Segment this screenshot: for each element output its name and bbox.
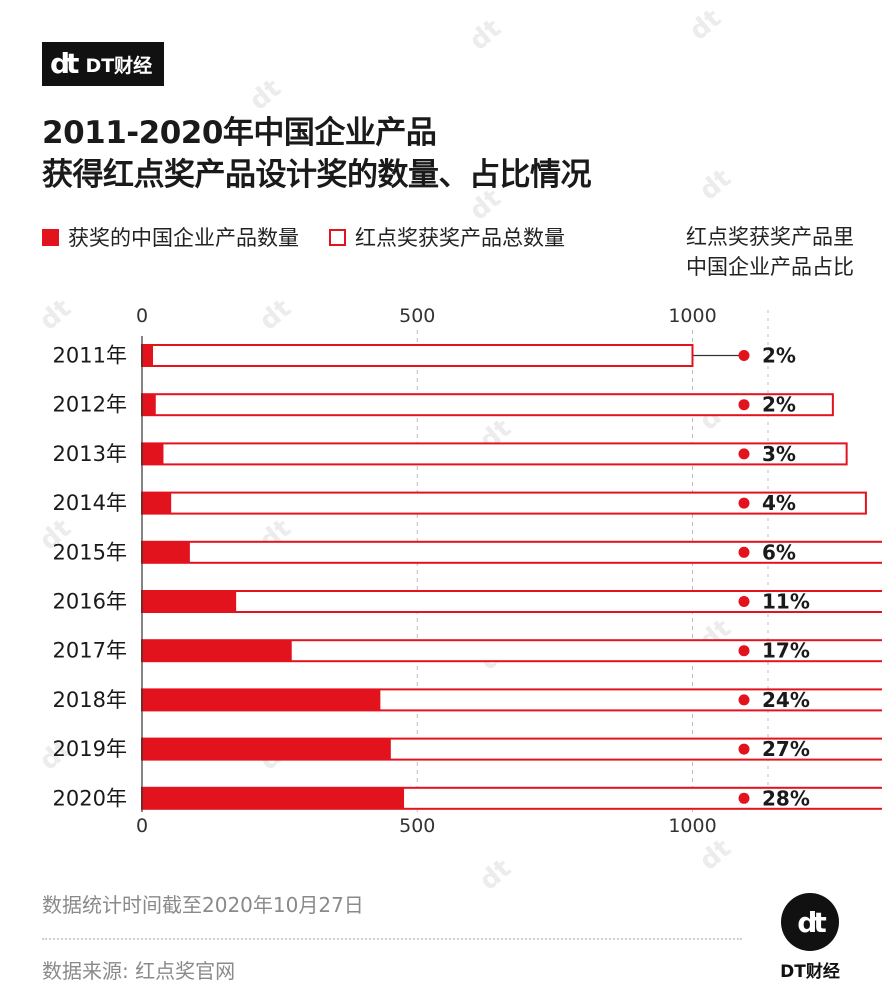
bar-chinese [142, 591, 237, 612]
share-dot [738, 546, 750, 558]
legend-total-label: 红点奖获奖产品总数量 [355, 226, 565, 250]
share-label: 6% [762, 540, 796, 564]
x-tick-label-bottom: 1000 [668, 815, 716, 837]
share-dot [738, 350, 750, 361]
bar-chinese [142, 640, 292, 662]
chart-title-line1: 2011-2020年中国企业产品 [42, 115, 437, 151]
chart-title-line2: 获得红点奖产品设计奖的数量、占比情况 [42, 157, 592, 193]
dt-circle-logo-icon: dt [781, 893, 839, 951]
category-label: 2015年 [53, 540, 127, 564]
bar-chinese [142, 394, 156, 416]
share-dot [738, 792, 750, 804]
bar-chart: 005005001000100015001500200020002011年2%2… [53, 305, 882, 837]
share-label: 3% [762, 442, 796, 466]
share-label: 2% [762, 393, 796, 417]
share-column-header: 红点奖获奖产品里 中国企业产品占比 [686, 222, 854, 282]
share-dot [738, 743, 750, 755]
share-label: 28% [762, 786, 810, 810]
category-label: 2017年 [53, 639, 127, 663]
legend-chinese-label: 获奖的中国企业产品数量 [68, 226, 299, 250]
bar-chinese [142, 443, 164, 465]
category-label: 2011年 [53, 344, 127, 368]
divider [42, 938, 742, 940]
dt-logo-icon: dt [50, 47, 80, 80]
share-dot [738, 448, 750, 460]
category-label: 2020年 [53, 786, 127, 810]
share-header-line1: 红点奖获奖产品里 [686, 225, 854, 249]
category-label: 2012年 [53, 393, 127, 417]
share-dot [738, 596, 750, 607]
bar-chinese [142, 689, 381, 711]
source-note: 数据来源: 红点奖官网 [42, 959, 236, 983]
share-label: 27% [762, 737, 810, 761]
chart-title: 2011-2020年中国企业产品 获得红点奖产品设计奖的数量、占比情况 [42, 112, 592, 196]
bar-total [141, 344, 694, 367]
share-dot [738, 645, 750, 657]
share-label: 24% [762, 688, 810, 712]
x-tick-label-bottom: 0 [136, 815, 148, 837]
x-tick-label-top: 1000 [668, 305, 716, 327]
brand-corner: dt DT财经 [775, 893, 845, 982]
category-label: 2019年 [53, 737, 127, 761]
brand-name: DT财经 [85, 54, 153, 77]
share-label: 2% [762, 344, 796, 368]
bar-chinese [142, 541, 190, 563]
brand-tag: dt DT财经 [42, 42, 165, 86]
share-label: 4% [762, 491, 796, 515]
category-label: 2013年 [53, 442, 127, 466]
bar-total [141, 491, 867, 515]
bar-total [141, 393, 834, 417]
bar-chinese [142, 738, 391, 760]
bar-chinese [142, 345, 154, 366]
x-tick-label-bottom: 500 [399, 815, 435, 837]
share-label: 11% [762, 590, 810, 614]
category-label: 2016年 [53, 590, 127, 614]
legend: 获奖的中国企业产品数量 红点奖获奖产品总数量 [42, 222, 565, 252]
category-label: 2018年 [53, 688, 127, 712]
share-header-line2: 中国企业产品占比 [686, 255, 854, 279]
share-label: 17% [762, 639, 810, 663]
x-tick-label-top: 0 [136, 305, 148, 327]
share-dot [738, 497, 750, 509]
footnote: 数据统计时间截至2020年10月27日 [42, 893, 364, 917]
bar-chinese [142, 787, 405, 809]
bar-chinese [142, 492, 172, 514]
share-dot [738, 694, 750, 706]
share-dot [738, 399, 750, 411]
category-label: 2014年 [53, 491, 127, 515]
brand-corner-name: DT财经 [780, 962, 840, 982]
legend-hollow-swatch [329, 228, 346, 246]
legend-filled-swatch [42, 228, 59, 246]
x-tick-label-top: 500 [399, 305, 435, 327]
